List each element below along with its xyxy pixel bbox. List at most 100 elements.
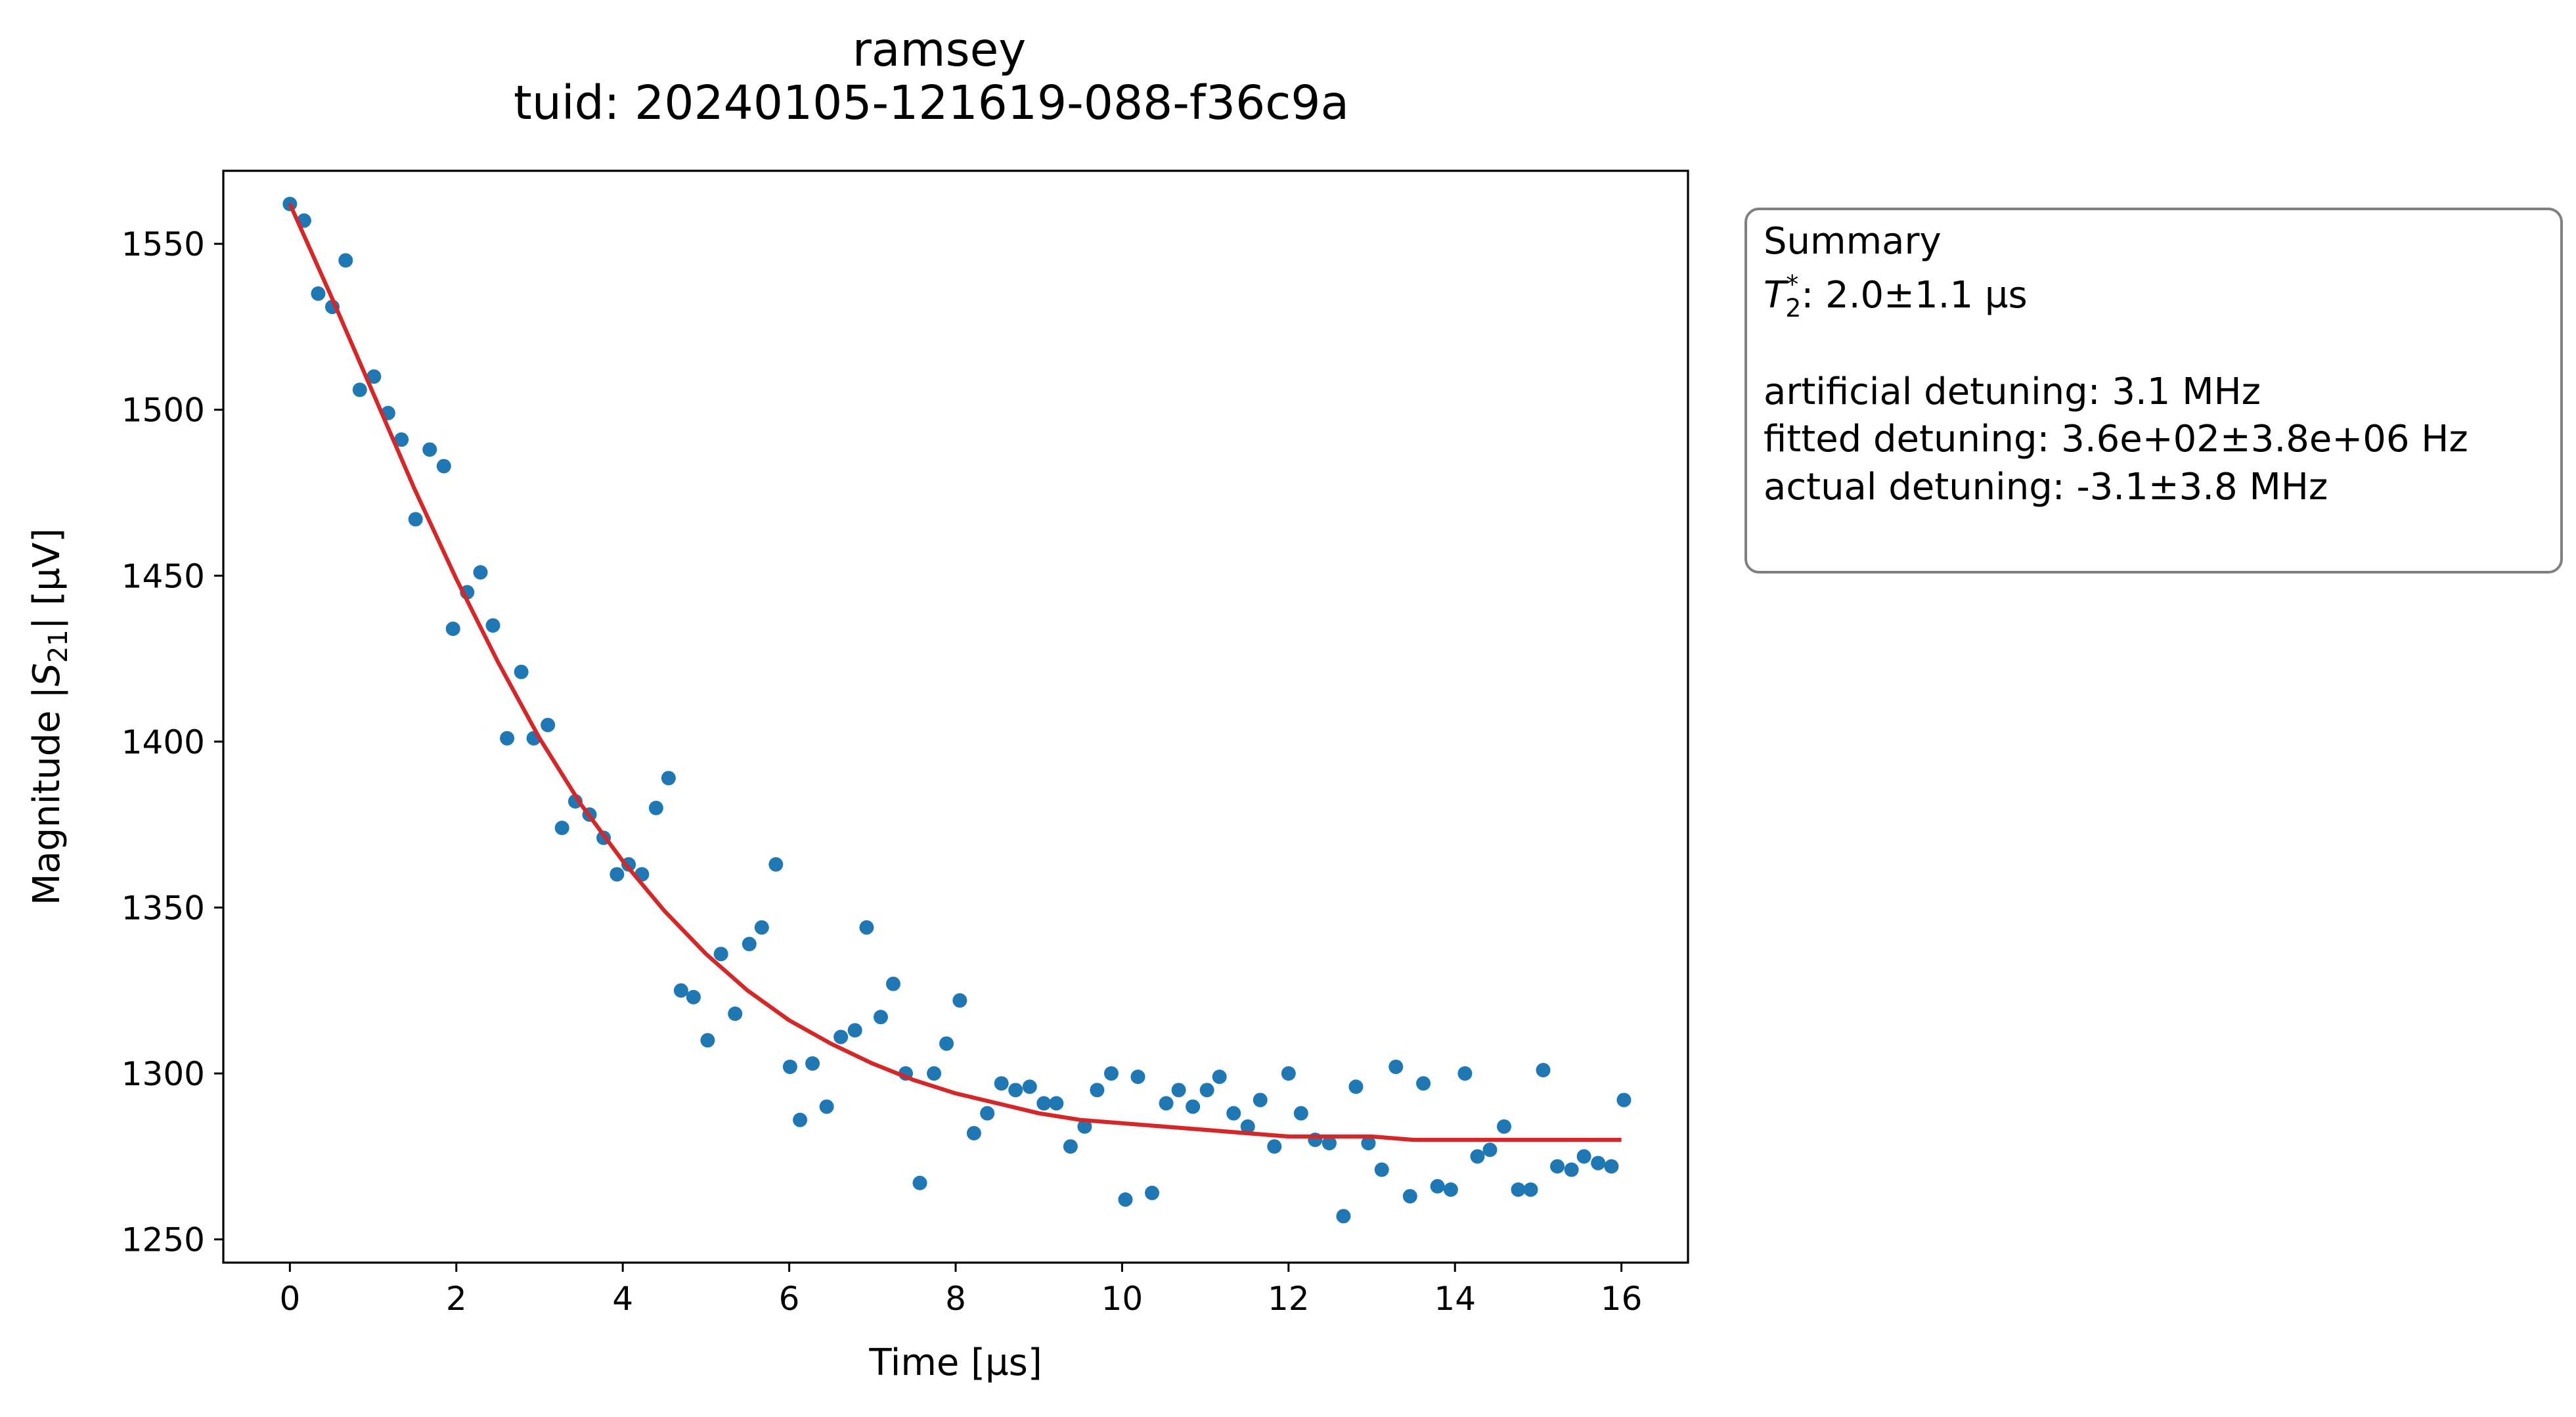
y-axis-ticks: 1250 1300 1350 1400 1450 1500 1550 [122, 225, 223, 1259]
data-point [1550, 1159, 1565, 1174]
data-point [1536, 1063, 1551, 1078]
data-point [966, 1125, 981, 1140]
data-point [952, 993, 967, 1008]
data-point [541, 717, 556, 732]
data-point [700, 1033, 715, 1048]
data-point [1022, 1079, 1037, 1094]
data-point [673, 983, 688, 998]
data-point [819, 1099, 834, 1114]
x-tick-label: 0 [279, 1280, 300, 1318]
data-point [1159, 1096, 1174, 1111]
chart-title: ramsey [853, 22, 1027, 77]
data-point [394, 432, 409, 447]
y-axis-label-subscript: 21 [43, 629, 74, 663]
data-point [1267, 1139, 1282, 1154]
data-point [805, 1056, 820, 1071]
measured-points [282, 196, 1632, 1224]
data-point [422, 442, 437, 457]
data-point [980, 1106, 995, 1121]
y-tick-label: 1450 [122, 557, 205, 595]
data-point [1388, 1059, 1404, 1074]
data-point [1226, 1106, 1241, 1121]
data-point [1361, 1136, 1376, 1151]
data-point [436, 459, 451, 474]
data-point [1199, 1083, 1214, 1098]
summary-actual-detuning: actual detuning: -3.1±3.8 MHz [1764, 466, 2328, 508]
data-point [686, 989, 701, 1004]
data-point [728, 1006, 743, 1022]
data-point [311, 286, 326, 301]
data-point [1090, 1083, 1105, 1098]
data-point [1036, 1096, 1052, 1111]
data-point [1186, 1099, 1201, 1114]
data-point [1281, 1066, 1296, 1081]
y-tick-label: 1500 [122, 392, 205, 430]
data-point [782, 1059, 797, 1074]
data-point [514, 664, 529, 679]
data-point [873, 1010, 888, 1025]
data-point [1457, 1066, 1473, 1081]
y-tick-label: 1250 [122, 1221, 205, 1259]
chart-subtitle: tuid: 20240105-121619-088-f36c9a [514, 76, 1349, 130]
data-point [1130, 1069, 1145, 1085]
data-point [1145, 1185, 1160, 1200]
data-point [500, 731, 515, 746]
x-tick-label: 2 [446, 1280, 467, 1318]
data-point [1511, 1182, 1526, 1197]
summary-t2-line: T* 2: 2.0±1.1 µs [1764, 270, 2028, 323]
fit-curve-line [288, 203, 1622, 1142]
data-point [1253, 1092, 1268, 1108]
data-point [1336, 1209, 1351, 1224]
summary-heading: Summary [1764, 220, 1942, 263]
x-axis-ticks: 0 2 4 6 8 10 12 14 16 [279, 1263, 1642, 1318]
data-point [1576, 1149, 1591, 1164]
t2-superscript: * [1786, 270, 1798, 299]
data-point [1564, 1162, 1579, 1177]
data-point [661, 771, 676, 786]
data-point [1416, 1076, 1431, 1091]
x-tick-label: 16 [1601, 1280, 1643, 1318]
data-point [742, 937, 757, 952]
data-point [939, 1036, 954, 1051]
data-point [1293, 1106, 1308, 1121]
data-point [1374, 1162, 1389, 1177]
data-point [754, 920, 769, 935]
data-point [859, 920, 874, 935]
data-point [1604, 1159, 1619, 1174]
data-point [793, 1112, 808, 1127]
data-point [1103, 1066, 1119, 1081]
x-tick-label: 6 [779, 1280, 800, 1318]
data-point [1482, 1142, 1498, 1158]
data-point [352, 382, 367, 397]
data-point [485, 618, 500, 633]
y-tick-label: 1400 [122, 723, 205, 761]
y-axis-label-suffix: | [µV] [26, 528, 68, 629]
x-tick-label: 12 [1268, 1280, 1310, 1318]
data-point [1321, 1136, 1337, 1151]
data-point [554, 821, 569, 836]
data-point [1240, 1119, 1255, 1134]
data-point [885, 976, 900, 991]
x-tick-label: 14 [1434, 1280, 1476, 1318]
t2-subscript: 2 [1785, 294, 1801, 323]
data-point [1118, 1192, 1133, 1207]
summary-fitted-detuning: fitted detuning: 3.6e+02±3.8e+06 Hz [1764, 418, 2468, 461]
data-point [445, 621, 460, 637]
data-point [1470, 1149, 1485, 1164]
y-axis-label-prefix: Magnitude | [26, 686, 68, 905]
y-tick-label: 1300 [122, 1055, 205, 1093]
data-point [912, 1175, 927, 1190]
x-tick-label: 4 [612, 1280, 633, 1318]
data-point [1430, 1179, 1445, 1194]
data-point [1591, 1156, 1606, 1171]
data-point [833, 1029, 849, 1045]
data-point [1171, 1083, 1186, 1098]
data-point [994, 1076, 1009, 1091]
data-point [927, 1066, 942, 1081]
summary-box [1744, 208, 2563, 574]
data-point [713, 947, 728, 962]
plot-area-frame [222, 169, 1689, 1264]
data-point [366, 369, 382, 384]
data-point [1077, 1119, 1092, 1134]
